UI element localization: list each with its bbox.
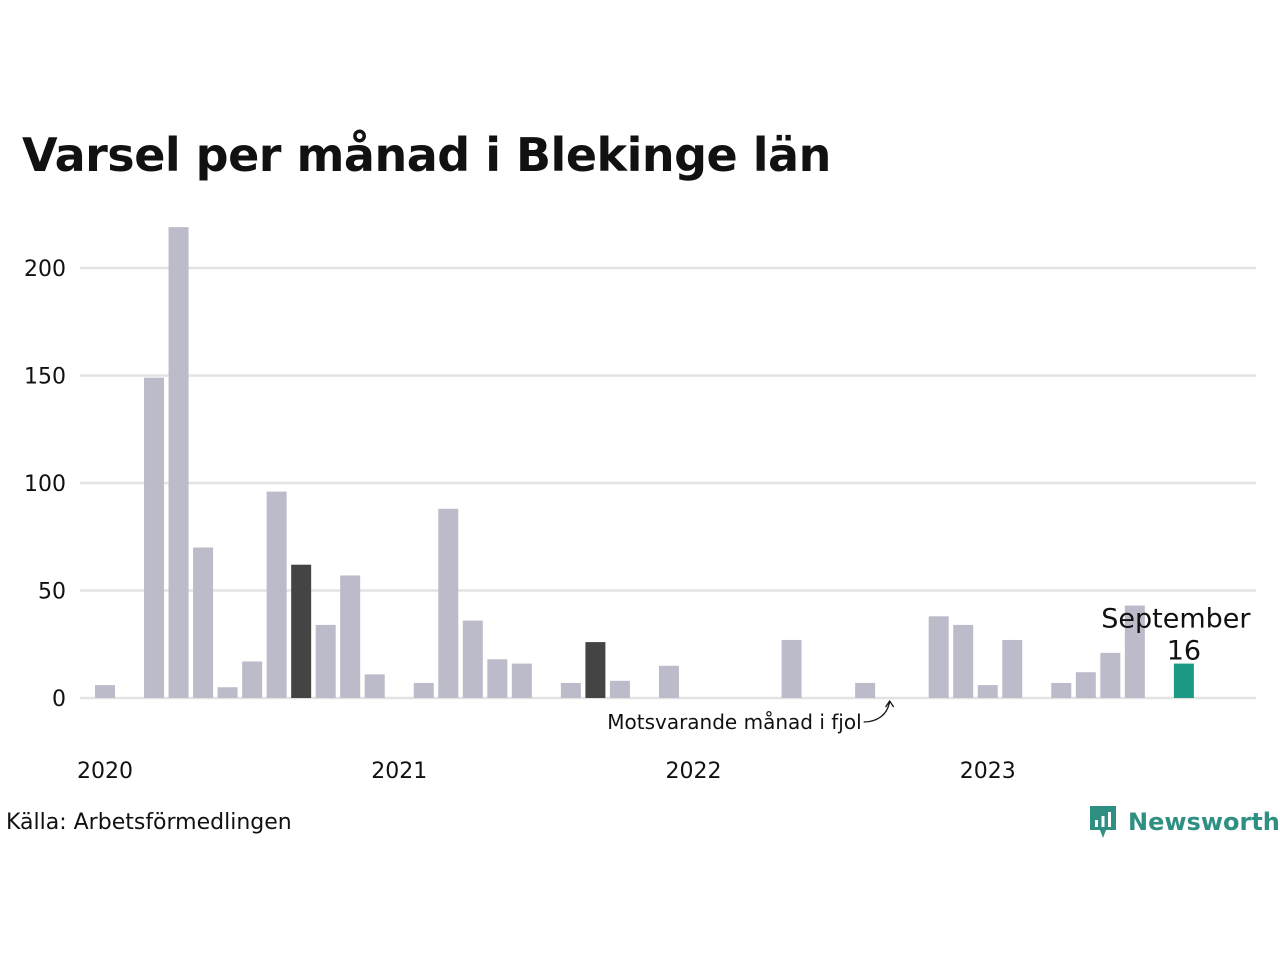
y-tick-label: 100 bbox=[24, 472, 66, 497]
bar-2023-07 bbox=[1124, 605, 1145, 698]
current-value-label: 16 bbox=[1167, 636, 1201, 667]
x-tick-label-2022: 2022 bbox=[665, 759, 721, 784]
bar-2023-09 bbox=[1173, 663, 1194, 698]
bar-2021-05 bbox=[487, 659, 508, 698]
bars bbox=[95, 227, 1194, 698]
bar-2021-04 bbox=[462, 620, 483, 698]
bar-2020-04 bbox=[168, 227, 189, 698]
bar-2020-11 bbox=[340, 575, 361, 698]
bar-2021-02 bbox=[413, 682, 434, 698]
newsworthy-logo-icon bbox=[1090, 806, 1116, 838]
bar-2021-06 bbox=[511, 663, 532, 698]
last-year-arrow bbox=[863, 699, 895, 723]
bar-2020-03 bbox=[144, 377, 165, 698]
bar-2020-10 bbox=[315, 624, 336, 698]
bar-2023-05 bbox=[1075, 672, 1096, 698]
bar-2020-06 bbox=[217, 687, 238, 698]
bar-2021-12 bbox=[658, 665, 679, 698]
brand-name: Newsworthy bbox=[1128, 808, 1280, 836]
y-tick-label: 0 bbox=[52, 687, 66, 712]
bar-2021-09 bbox=[585, 642, 606, 698]
y-tick-label: 200 bbox=[24, 257, 66, 282]
bar-2022-12 bbox=[953, 624, 974, 698]
bar-2020-12 bbox=[364, 674, 385, 698]
current-month-label: September bbox=[1101, 604, 1251, 635]
bar-2021-08 bbox=[560, 682, 581, 698]
bar-2020-01 bbox=[95, 685, 115, 698]
y-tick-label: 50 bbox=[38, 580, 66, 605]
source-label: Källa: Arbetsförmedlingen bbox=[6, 810, 292, 835]
brand-logo: Newsworthy bbox=[1088, 804, 1280, 840]
annotations: September 16 Motsvarande månad i fjol bbox=[607, 604, 1251, 734]
bar-2021-10 bbox=[609, 680, 630, 698]
bar-2022-08 bbox=[855, 682, 876, 698]
x-tick-label-2023: 2023 bbox=[960, 759, 1016, 784]
bar-2020-05 bbox=[193, 547, 214, 698]
x-tick-label-2020: 2020 bbox=[77, 759, 133, 784]
chart-title: Varsel per månad i Blekinge län bbox=[22, 128, 831, 182]
y-axis-ticks: 0 50 100 150 200 bbox=[24, 257, 66, 712]
bar-2023-06 bbox=[1100, 652, 1121, 698]
bar-chart: 0 50 100 150 200 2020 2021 2022 2023 September … bbox=[24, 227, 1256, 784]
bar-2020-07 bbox=[242, 661, 263, 698]
bar-2023-02 bbox=[1002, 639, 1023, 698]
x-tick-label-2021: 2021 bbox=[371, 759, 427, 784]
last-year-note: Motsvarande månad i fjol bbox=[607, 710, 861, 734]
bar-2023-01 bbox=[977, 685, 998, 698]
gridlines bbox=[80, 266, 1256, 700]
bar-2020-08 bbox=[266, 491, 287, 698]
bar-2021-03 bbox=[438, 508, 459, 698]
bar-2022-05 bbox=[781, 639, 802, 698]
bar-2020-09 bbox=[291, 564, 312, 698]
y-tick-label: 150 bbox=[24, 365, 66, 390]
bar-2023-04 bbox=[1051, 682, 1072, 698]
bar-2022-11 bbox=[928, 616, 949, 698]
x-axis-year-labels: 2020 2021 2022 2023 bbox=[77, 759, 1016, 784]
